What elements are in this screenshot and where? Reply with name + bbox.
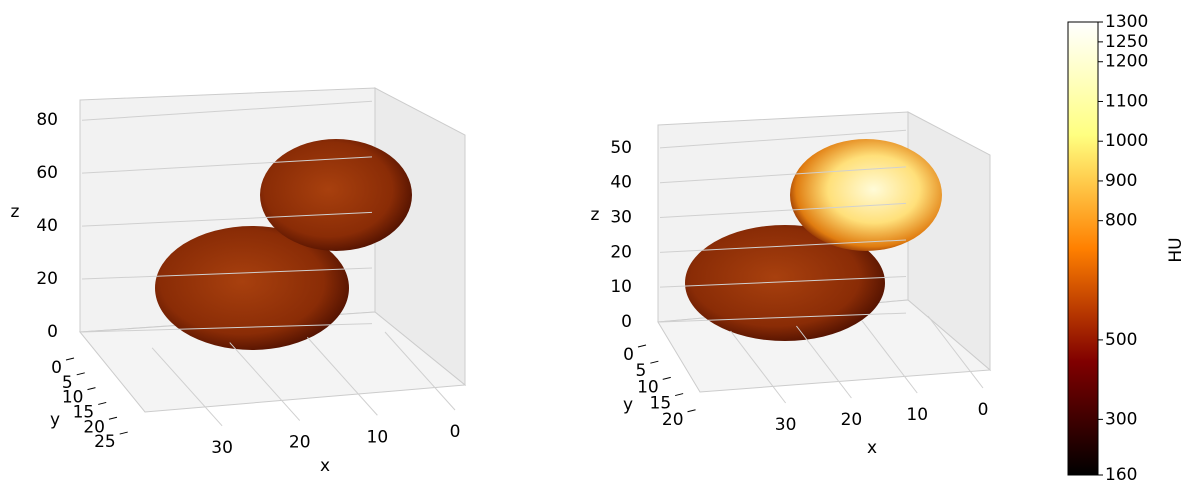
x-tick-label: 10	[906, 405, 928, 425]
y-axis-label: y	[50, 410, 60, 430]
grid-line	[81, 267, 373, 280]
tick-mark	[662, 376, 671, 380]
z-tick-label: 40	[610, 173, 632, 193]
y-tick-label: 5	[636, 361, 647, 381]
grid-line	[659, 202, 907, 219]
voxel-blob	[260, 139, 412, 251]
y-tick-label: 0	[623, 345, 634, 365]
grid-line	[81, 100, 373, 121]
z-axis-label: z	[11, 202, 20, 222]
tick-mark	[687, 409, 696, 413]
colorbar-label: HU	[1166, 237, 1186, 262]
tick-mark	[119, 431, 128, 435]
colorbar-tick-label: 900	[1105, 171, 1137, 191]
grid-line	[659, 129, 907, 149]
grid-line	[229, 342, 301, 421]
tick-mark	[98, 401, 107, 405]
grid-line	[659, 312, 907, 323]
y-tick-label: 0	[51, 358, 62, 378]
y-axis-label: y	[623, 395, 633, 415]
tick-mark	[76, 372, 85, 376]
grid-line	[306, 336, 378, 416]
grid-line	[81, 323, 373, 333]
colorbar-tick-label: 500	[1105, 330, 1137, 350]
x-tick-label: 10	[367, 427, 389, 447]
colorbar-tick-label: 1300	[1105, 12, 1148, 32]
x-axis-label: x	[867, 438, 877, 458]
x-tick-label: 30	[211, 438, 233, 458]
grid-line	[659, 276, 907, 288]
y-tick-label: 10	[62, 388, 84, 408]
colorbar-tick-label: 1200	[1105, 52, 1148, 72]
x-tick-label: 20	[289, 433, 311, 453]
colorbar-tick-label: 300	[1105, 409, 1137, 429]
z-axis-label: z	[591, 205, 600, 225]
x-tick-label: 0	[450, 422, 461, 442]
y-tick-label: 10	[637, 377, 659, 397]
grid-line	[659, 239, 907, 253]
voxel-blob	[155, 226, 349, 350]
colorbar-tick-label: 1000	[1105, 131, 1148, 151]
colorbar-tick-label: 800	[1105, 211, 1137, 231]
voxel-blob	[790, 139, 942, 251]
grid-line	[81, 211, 373, 227]
voxel-blob	[685, 225, 885, 341]
grid-line	[81, 156, 373, 174]
tick-mark	[675, 393, 684, 397]
x-tick-label: 0	[978, 400, 989, 420]
colorbar-tick-label: 1250	[1105, 32, 1148, 52]
z-tick-label: 20	[36, 269, 58, 289]
tick-mark	[650, 360, 659, 364]
grid-line	[384, 331, 456, 411]
y-tick-label: 20	[83, 417, 105, 437]
x-tick-label: 20	[841, 410, 863, 430]
y-tick-label: 20	[662, 410, 684, 430]
grid-line	[796, 325, 852, 399]
z-tick-label: 50	[610, 138, 632, 158]
tick-mark	[637, 344, 647, 348]
z-tick-label: 20	[610, 242, 632, 262]
grid-line	[730, 330, 787, 404]
z-tick-label: 0	[621, 312, 632, 332]
tick-mark	[87, 387, 96, 391]
tick-mark	[108, 416, 118, 420]
colorbar-tick-label: 160	[1105, 465, 1137, 485]
y-tick-label: 5	[62, 373, 73, 393]
grid-line	[151, 347, 223, 427]
grid-line	[659, 166, 907, 184]
colorbar-tick-label: 1100	[1105, 91, 1148, 111]
z-tick-label: 30	[610, 208, 632, 228]
z-tick-label: 0	[47, 322, 58, 342]
x-tick-label: 30	[775, 415, 797, 435]
grid-line	[927, 315, 984, 389]
z-tick-label: 60	[36, 163, 58, 183]
colorbar	[1067, 21, 1099, 476]
z-tick-label: 10	[610, 277, 632, 297]
z-tick-label: 80	[36, 110, 58, 130]
y-tick-label: 15	[73, 402, 95, 422]
z-tick-label: 40	[36, 216, 58, 236]
tick-mark	[65, 357, 75, 361]
grid-line	[861, 320, 918, 394]
y-tick-label: 25	[94, 432, 116, 452]
y-tick-label: 15	[650, 394, 672, 414]
x-axis-label: x	[320, 456, 330, 476]
